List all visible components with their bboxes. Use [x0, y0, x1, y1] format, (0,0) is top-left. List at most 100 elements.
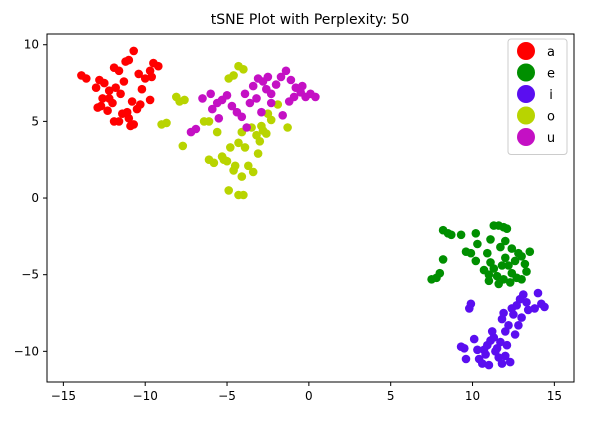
point-a-4: [100, 78, 109, 88]
legend-label-u: u: [547, 131, 555, 146]
point-a-19: [111, 83, 120, 92]
point-o-35: [229, 166, 238, 175]
point-u-31: [252, 94, 261, 103]
point-o-7: [204, 117, 214, 126]
legend-marker-o: [517, 106, 535, 125]
point-a-8: [119, 77, 129, 86]
point-o-37: [253, 149, 263, 158]
point-e-10: [471, 256, 481, 266]
point-o-21: [255, 137, 265, 146]
point-o-18: [244, 161, 253, 171]
point-o-27: [283, 123, 292, 132]
legend-box: [507, 38, 568, 155]
legend-label-a: a: [547, 45, 555, 60]
point-i-36: [491, 347, 500, 356]
point-o-4: [180, 95, 189, 105]
point-a-5: [104, 86, 114, 95]
point-u-19: [276, 72, 286, 82]
point-a-1: [82, 74, 91, 83]
point-o-29: [229, 71, 238, 80]
point-e-11: [473, 239, 482, 249]
point-o-32: [224, 186, 233, 195]
point-u-34: [206, 89, 215, 99]
point-e-37: [507, 244, 517, 253]
point-u-21: [286, 75, 296, 85]
point-i-13: [489, 333, 499, 342]
x-tick-label: 10: [465, 389, 480, 403]
chart-title: tSNE Plot with Perplexity: 50: [211, 12, 410, 28]
x-axis: −15 −10 −5 0 5 10 15: [51, 382, 562, 403]
point-i-37: [484, 360, 494, 370]
point-i-17: [501, 351, 510, 361]
point-a-7: [114, 66, 124, 76]
series-e: [427, 221, 535, 289]
y-tick-label: 0: [31, 191, 39, 205]
point-e-35: [496, 242, 505, 252]
point-e-38: [483, 248, 492, 258]
x-tick-label: −5: [218, 389, 236, 403]
point-o-23: [262, 129, 271, 138]
plot-area-frame: [46, 33, 575, 383]
point-u-3: [208, 104, 217, 114]
point-e-2: [435, 268, 445, 278]
points-layer: [77, 46, 549, 370]
x-tick-label: −15: [51, 389, 76, 403]
point-e-6: [447, 230, 456, 240]
point-u-26: [311, 92, 320, 102]
point-i-29: [510, 330, 520, 339]
legend-marker-i: [517, 85, 535, 103]
point-a-16: [154, 61, 163, 71]
y-tick-label: 5: [31, 114, 39, 128]
point-u-32: [278, 111, 288, 120]
y-axis: −10 −5 0 5 10: [14, 38, 47, 358]
legend-marker-a: [517, 42, 535, 60]
point-a-35: [96, 101, 106, 111]
point-u-36: [289, 92, 299, 102]
point-a-2: [91, 83, 101, 92]
point-o-17: [240, 143, 250, 152]
point-e-17: [492, 271, 502, 281]
point-a-22: [103, 106, 112, 115]
legend-entry-e: e: [517, 63, 555, 82]
point-o-10: [212, 127, 222, 137]
point-a-30: [127, 97, 137, 106]
point-u-30: [257, 107, 266, 117]
point-o-26: [273, 100, 283, 109]
legend-entry-o: o: [517, 106, 555, 125]
point-e-41: [499, 275, 508, 284]
point-e-20: [501, 253, 510, 263]
point-i-34: [540, 302, 549, 312]
point-o-1: [162, 118, 171, 128]
point-u-2: [198, 94, 207, 103]
point-u-6: [222, 91, 232, 100]
legend-entry-u: u: [517, 128, 555, 146]
point-u-9: [237, 112, 247, 122]
point-i-35: [530, 304, 539, 313]
point-u-18: [271, 80, 281, 89]
series-o: [157, 61, 292, 200]
legend-marker-e: [517, 63, 535, 82]
point-a-34: [122, 107, 132, 117]
point-e-16: [489, 264, 499, 273]
point-i-28: [514, 321, 523, 330]
point-a-12: [134, 69, 143, 79]
point-o-36: [219, 155, 229, 164]
point-i-2: [461, 354, 471, 364]
x-tick-label: 5: [387, 389, 395, 403]
point-e-3: [438, 255, 448, 264]
point-o-38: [239, 190, 248, 200]
point-i-40: [505, 357, 515, 367]
point-e-34: [486, 235, 495, 244]
point-i-5: [469, 334, 479, 344]
point-a-18: [137, 84, 147, 94]
series-a: [77, 46, 163, 131]
point-e-12: [471, 229, 481, 238]
point-o-5: [178, 141, 188, 151]
point-e-27: [522, 267, 531, 276]
point-u-10: [242, 123, 251, 132]
point-e-36: [501, 236, 510, 246]
point-o-31: [239, 65, 248, 74]
